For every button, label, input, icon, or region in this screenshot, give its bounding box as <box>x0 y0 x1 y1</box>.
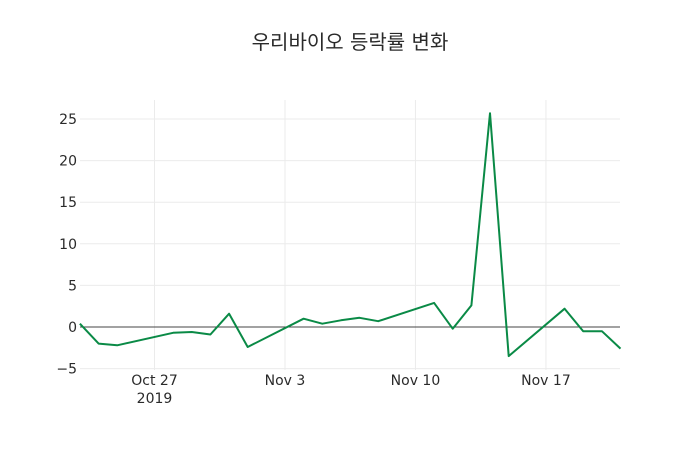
x-tick-label: Nov 17 <box>521 373 571 389</box>
y-tick-label: 25 <box>59 112 77 128</box>
plot-background <box>80 100 620 370</box>
x-axis: 2019 Oct 27 Nov 3 Nov 10 Nov 17 <box>131 373 570 407</box>
x-axis-year-label: 2019 <box>137 391 173 407</box>
y-tick-label: −5 <box>56 362 77 378</box>
plot-area[interactable] <box>79 100 622 370</box>
y-gridlines <box>80 118 620 370</box>
x-tick-label: Nov 3 <box>265 373 306 389</box>
y-axis: −5 0 5 10 15 20 25 <box>56 112 77 378</box>
y-tick-label: 15 <box>59 195 77 211</box>
y-tick-label: 10 <box>59 237 77 253</box>
y-tick-label: 0 <box>68 320 77 336</box>
y-tick-label: 5 <box>68 278 77 294</box>
chart-title: 우리바이오 등락률 변화 <box>252 30 449 54</box>
y-tick-label: 20 <box>59 154 77 170</box>
series-line[interactable] <box>79 112 622 358</box>
x-tick-label: Oct 27 <box>131 373 177 389</box>
x-tick-label: Nov 10 <box>391 373 441 389</box>
